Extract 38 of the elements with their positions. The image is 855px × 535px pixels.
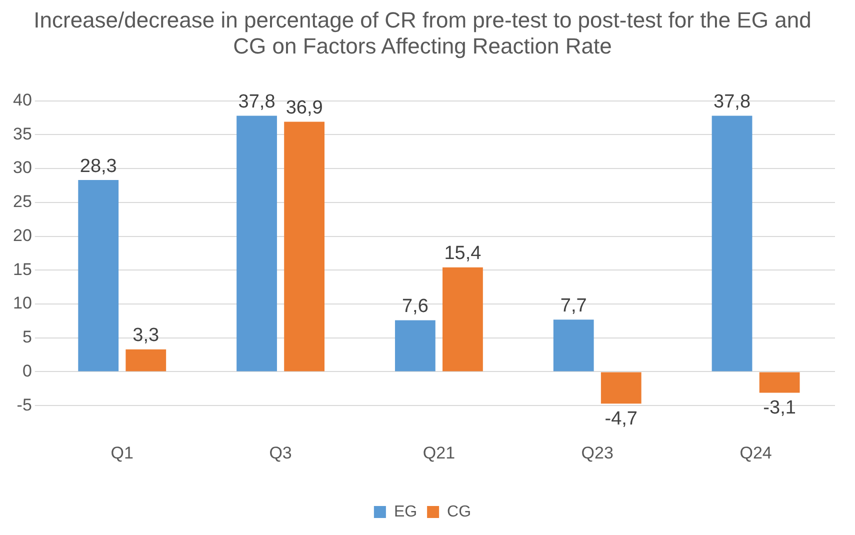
- x-tick-label: Q23: [581, 443, 614, 462]
- data-label: 7,6: [402, 296, 428, 317]
- bar: [78, 180, 119, 372]
- y-tick-label: 30: [12, 158, 32, 178]
- y-tick-label: 5: [22, 328, 32, 347]
- bar: [284, 122, 324, 372]
- y-tick-label: 35: [12, 124, 32, 144]
- bar: [442, 267, 483, 372]
- legend-label: EG: [394, 503, 418, 520]
- x-tick-label: Q3: [269, 443, 292, 462]
- x-tick-label: Q24: [740, 443, 772, 462]
- y-tick-label: 0: [22, 361, 32, 380]
- data-label: 15,4: [444, 243, 482, 264]
- data-label: 37,8: [238, 91, 276, 112]
- y-tick-label: 20: [12, 226, 32, 245]
- data-label: 36,9: [286, 98, 323, 119]
- bar: [126, 349, 166, 372]
- y-tick-label: 10: [12, 294, 32, 313]
- y-tick-label: 15: [12, 260, 32, 279]
- y-tick-label: -5: [16, 395, 32, 414]
- data-label: 3,3: [132, 325, 160, 346]
- data-label: -4,7: [604, 408, 638, 430]
- data-label: -3,1: [763, 397, 796, 418]
- x-tick-label: Q21: [422, 443, 456, 462]
- bar: [553, 320, 594, 372]
- bar: [394, 320, 436, 372]
- y-tick-label: 25: [12, 192, 32, 212]
- x-tick-label: Q1: [110, 443, 134, 462]
- data-label: 37,8: [714, 91, 751, 112]
- data-label: 28,3: [80, 156, 117, 177]
- bar: [600, 372, 642, 404]
- y-tick-label: 40: [12, 90, 32, 110]
- data-label: 7,7: [560, 295, 587, 316]
- bar: [236, 116, 277, 372]
- chart-title: Increase/decrease in percentage of CR from pre-test to post-test for the EG and CG on Factors Affecting Reaction Rate: [34, 7, 812, 59]
- bar: [759, 372, 800, 393]
- legend-label: CG: [447, 503, 472, 520]
- bar: [712, 116, 752, 372]
